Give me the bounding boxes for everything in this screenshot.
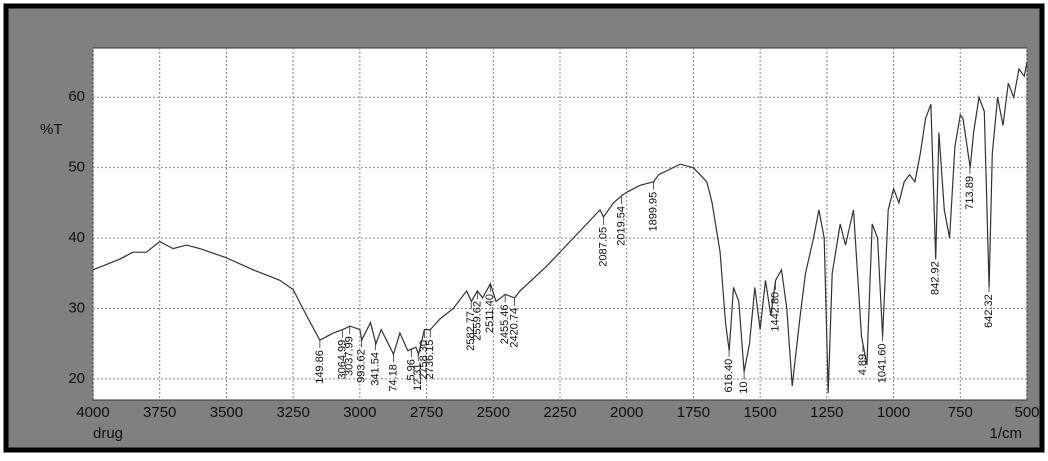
x-tick-label: 2000 (610, 404, 643, 421)
x-tick-label: 1500 (743, 404, 776, 421)
peak-label: 993.62 (355, 349, 367, 383)
y-tick-label: 30 (68, 299, 85, 316)
peak-label: 3037.99 (344, 336, 356, 376)
peak-label: 12.31 (412, 363, 424, 391)
peak-label: 1899.95 (647, 192, 659, 232)
y-tick-label: 40 (68, 229, 85, 246)
x-unit-label: 1/cm (989, 425, 1022, 442)
y-tick-label: 20 (68, 370, 85, 387)
peak-label: 2019.54 (615, 206, 627, 246)
peak-label: 2736.15 (424, 340, 436, 380)
peak-label: 2420.74 (508, 308, 520, 348)
peak-label: 2455.46 (499, 304, 511, 344)
peak-label: 842.92 (929, 261, 941, 295)
peak-label: 1442.80 (769, 292, 781, 332)
y-tick-label: 50 (68, 159, 85, 176)
y-axis-label: %T (40, 121, 63, 138)
peak-label: 2559.62 (471, 301, 483, 341)
peak-label: 2087.05 (597, 227, 609, 267)
peak-label: 2582.77 (465, 311, 477, 351)
y-tick-label: 60 (68, 88, 85, 105)
spectrum-line (92, 61, 1028, 394)
peak-label: 149.86 (314, 350, 326, 384)
peak-label: 2511.40 (484, 294, 496, 333)
x-tick-label: 1250 (810, 404, 843, 421)
peak-label: 713.89 (964, 176, 976, 210)
peak-label: 5.96 (406, 359, 418, 380)
x-tick-label: 3500 (210, 404, 243, 421)
peak-label: 616.40 (723, 359, 735, 393)
x-tick-label: 1000 (877, 404, 910, 421)
x-tick-label: 3000 (343, 404, 376, 421)
x-axis-label: drug (93, 425, 123, 442)
x-tick-label: 500 (1014, 404, 1039, 421)
peak-label: 642.32 (983, 294, 995, 328)
x-tick-label: 3250 (276, 404, 309, 421)
x-tick-label: 3750 (143, 404, 176, 421)
peak-label: 341.54 (369, 352, 381, 386)
x-tick-label: 2250 (543, 404, 576, 421)
x-tick-label: 4000 (76, 404, 109, 421)
x-tick-label: 1750 (677, 404, 710, 421)
x-tick-label: 750 (948, 404, 973, 421)
x-tick-label: 2500 (477, 404, 510, 421)
peak-label: 2758.30 (418, 340, 430, 380)
peak-label: 74.18 (387, 364, 399, 392)
peak-label: 4.89 (857, 354, 869, 375)
peak-label: 3064.99 (336, 340, 348, 380)
x-tick-label: 2750 (410, 404, 443, 421)
peak-label: 10 (738, 381, 750, 393)
peak-label: 1041.60 (876, 344, 888, 384)
